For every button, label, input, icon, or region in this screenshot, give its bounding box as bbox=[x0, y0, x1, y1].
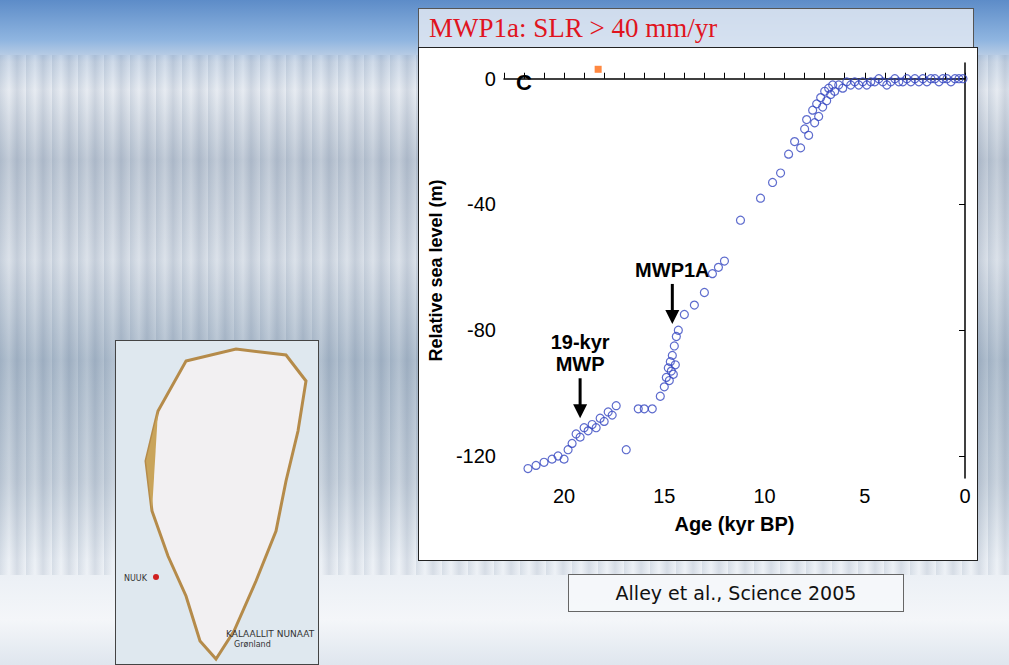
svg-text:Relative sea level (m): Relative sea level (m) bbox=[426, 179, 446, 361]
svg-text:15: 15 bbox=[653, 485, 675, 507]
html-text:MWP1a: SLR > 40 mm/yr: MWP1a: SLR > 40 mm/yr bbox=[429, 13, 718, 43]
svg-text:Age (kyr BP): Age (kyr BP) bbox=[674, 513, 794, 535]
svg-text:19-kyr: 19-kyr bbox=[551, 331, 610, 353]
svg-text:C: C bbox=[516, 70, 532, 95]
svg-text:0: 0 bbox=[485, 68, 496, 90]
svg-text:20: 20 bbox=[553, 485, 575, 507]
svg-text:-80: -80 bbox=[467, 319, 496, 341]
svg-text:MWP1A: MWP1A bbox=[635, 259, 709, 281]
html-text:Alley et al., Science 2005: Alley et al., Science 2005 bbox=[615, 582, 857, 604]
svg-text:10: 10 bbox=[753, 485, 775, 507]
svg-text:MWP: MWP bbox=[556, 353, 605, 375]
svg-text:KALAALLIT NUNAAT: KALAALLIT NUNAAT bbox=[226, 629, 315, 639]
svg-text:0: 0 bbox=[959, 485, 970, 507]
svg-text:Grønland: Grønland bbox=[234, 640, 271, 649]
svg-text:-40: -40 bbox=[467, 193, 496, 215]
svg-text:-120: -120 bbox=[456, 445, 496, 467]
svg-text:5: 5 bbox=[859, 485, 870, 507]
svg-text:NUUK: NUUK bbox=[124, 574, 148, 583]
